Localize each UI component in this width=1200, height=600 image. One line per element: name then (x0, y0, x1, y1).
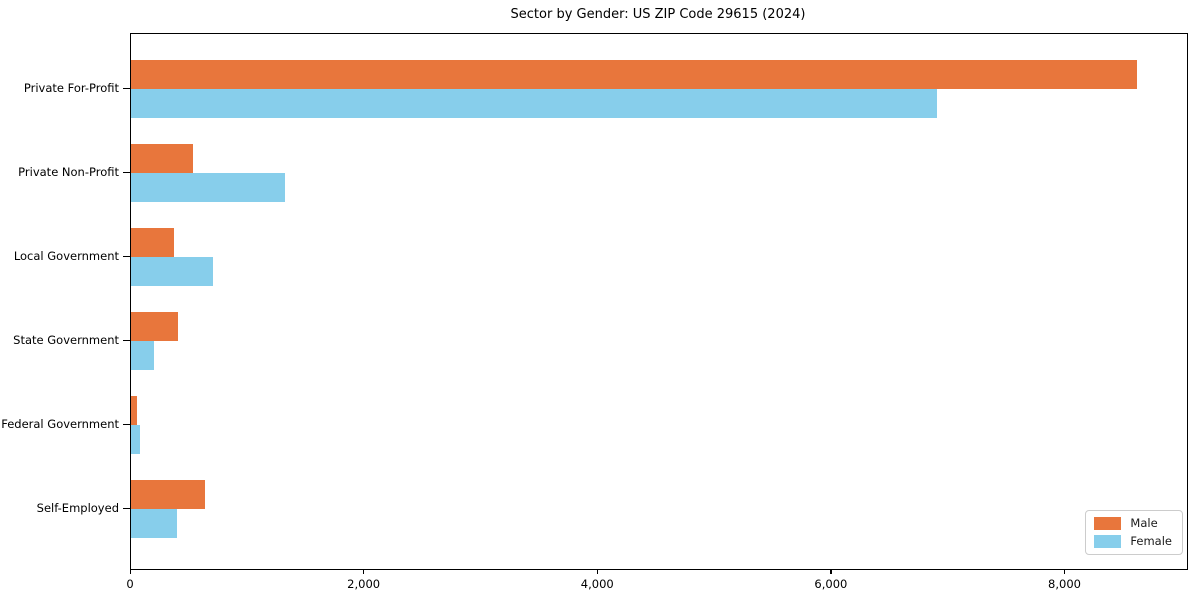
legend: Male Female (1085, 510, 1183, 555)
y-tick-label-self-employed: Self-Employed (36, 501, 119, 515)
bar-female-local-government (131, 257, 213, 286)
x-tick-mark (596, 569, 598, 574)
y-tick-mark (123, 339, 130, 341)
chart-title: Sector by Gender: US ZIP Code 29615 (202… (510, 7, 806, 22)
bar-female-private-for-profit (131, 89, 937, 118)
x-tick-label-2000: 2,000 (347, 577, 381, 591)
legend-swatch-female (1094, 535, 1122, 548)
legend-row-male: Male (1094, 517, 1172, 530)
y-tick-mark (123, 507, 130, 509)
x-tick-label-8000: 8,000 (1048, 577, 1081, 591)
y-tick-mark (123, 87, 130, 89)
plot-area: Male Female (130, 33, 1188, 570)
x-tick-mark (363, 569, 365, 574)
legend-label-female: Female (1130, 534, 1172, 548)
bar-male-state-government (131, 312, 178, 341)
bar-female-self-employed (131, 509, 177, 538)
bar-male-private-non-profit (131, 144, 193, 173)
y-tick-mark (123, 171, 130, 173)
x-tick-mark (830, 569, 832, 574)
y-tick-label-state-government: State Government (13, 333, 119, 347)
bar-male-local-government (131, 228, 175, 257)
legend-row-female: Female (1094, 535, 1172, 548)
bar-male-federal-government (131, 396, 137, 425)
bar-female-federal-government (131, 425, 140, 454)
y-tick-label-local-government: Local Government (13, 249, 119, 263)
x-tick-label-4000: 4,000 (580, 577, 614, 591)
legend-label-male: Male (1130, 516, 1158, 530)
bar-male-private-for-profit (131, 60, 1137, 89)
y-tick-mark (123, 255, 130, 257)
x-tick-label-6000: 6,000 (814, 577, 848, 591)
x-tick-label-0: 0 (126, 577, 134, 591)
bar-female-state-government (131, 341, 155, 370)
y-tick-label-private-non-profit: Private Non-Profit (18, 165, 119, 179)
y-tick-mark (123, 423, 130, 425)
bar-female-private-non-profit (131, 173, 286, 202)
x-tick-mark (1064, 569, 1066, 574)
x-tick-mark (129, 569, 131, 574)
bar-male-self-employed (131, 480, 205, 509)
legend-swatch-male (1094, 517, 1122, 530)
y-tick-label-federal-government: Federal Government (1, 417, 119, 431)
y-tick-label-private-for-profit: Private For-Profit (23, 81, 119, 95)
